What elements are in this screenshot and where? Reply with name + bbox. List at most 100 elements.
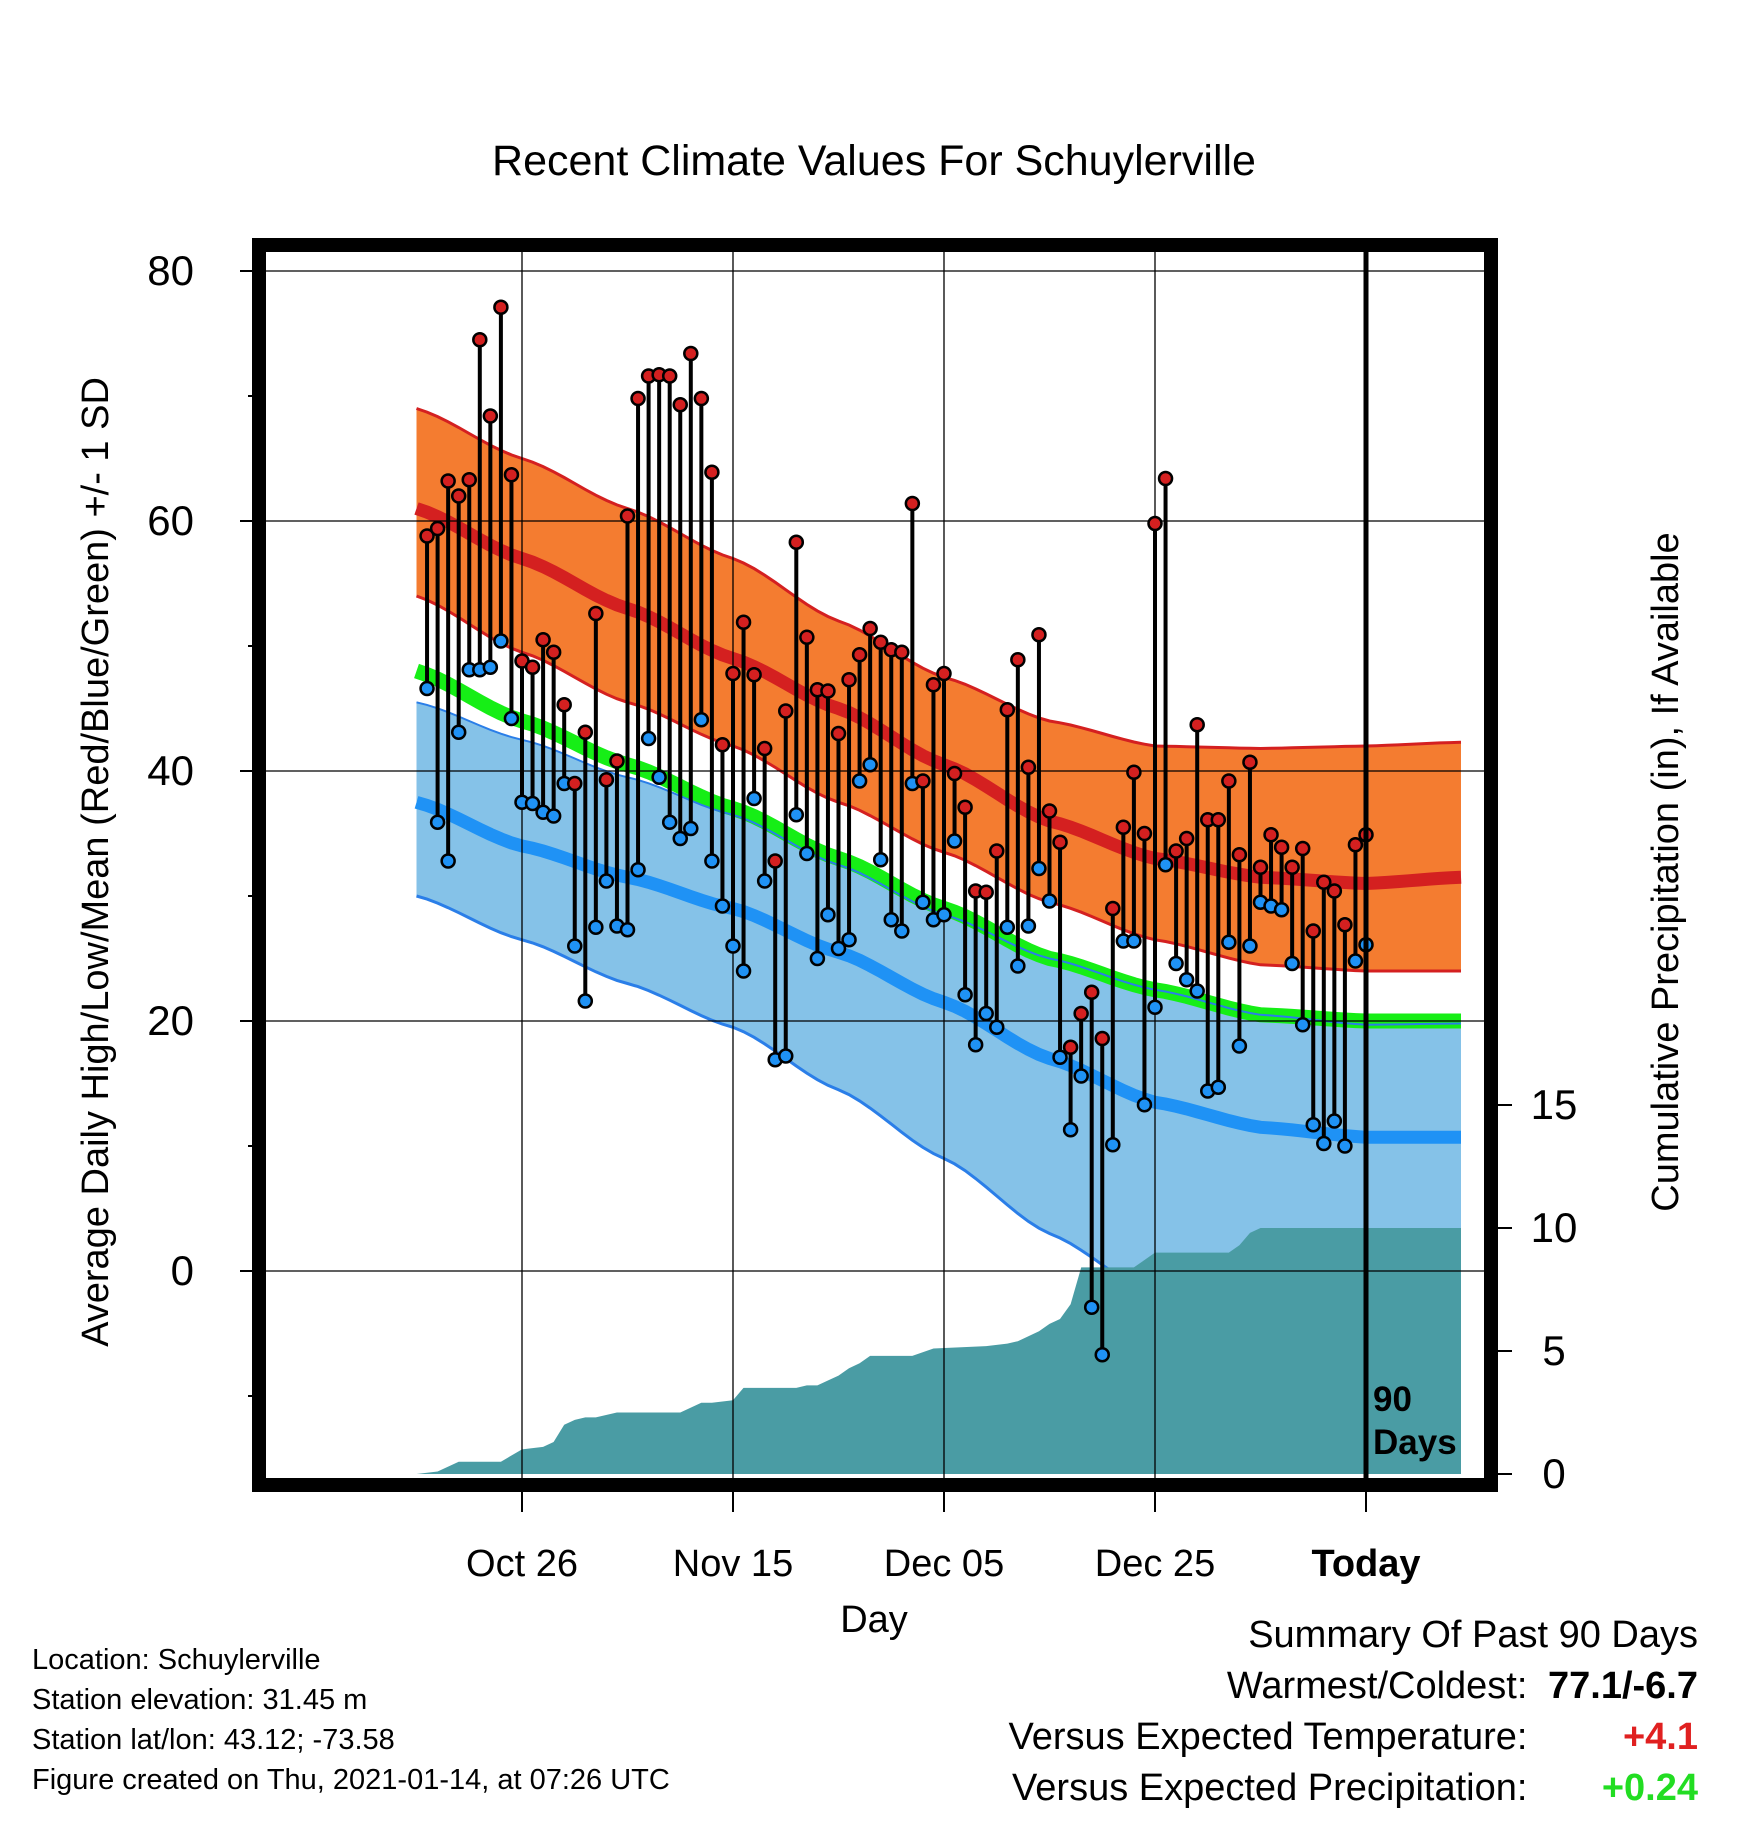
low-point xyxy=(693,712,710,728)
high-point xyxy=(1273,839,1290,855)
x-tick-label: Dec 05 xyxy=(884,1543,1004,1585)
high-point xyxy=(661,368,678,384)
low-point xyxy=(672,830,688,847)
warmest-coldest-label: Warmest/Coldest: xyxy=(1226,1665,1528,1707)
high-point xyxy=(683,345,699,362)
high-point xyxy=(1210,812,1227,828)
precip-anomaly-value: +0.24 xyxy=(1601,1767,1698,1809)
summary-precip-row: Versus Expected Precipitation: +0.24 xyxy=(1009,1763,1698,1814)
precipitation-area xyxy=(416,1228,1461,1474)
summary-panel: Summary Of Past 90 Days Warmest/Coldest:… xyxy=(1009,1610,1698,1814)
summary-warmest-row: Warmest/Coldest: 77.1/-6.7 xyxy=(1009,1661,1698,1712)
y2-tick-label: 5 xyxy=(1542,1327,1565,1374)
high-point xyxy=(1168,843,1184,859)
high-point xyxy=(915,773,931,789)
low-point xyxy=(661,814,678,830)
high-point xyxy=(851,647,868,663)
low-point xyxy=(1178,972,1195,988)
low-point xyxy=(577,993,594,1009)
high-point xyxy=(756,740,773,757)
y-tick-label: 0 xyxy=(171,1247,194,1294)
y2-tick-label: 0 xyxy=(1542,1450,1565,1497)
high-point xyxy=(830,725,847,742)
y-axis-left: 80 60 40 20 0 xyxy=(147,247,259,1397)
high-point xyxy=(450,488,467,504)
low-point xyxy=(1126,933,1142,949)
daily-range-stems xyxy=(425,307,1368,1355)
low-point xyxy=(778,1048,794,1064)
low-point xyxy=(1326,1113,1343,1129)
high-point xyxy=(1094,1030,1110,1047)
low-point xyxy=(978,1005,994,1022)
low-point xyxy=(1189,983,1205,999)
high-point xyxy=(978,884,994,900)
high-point xyxy=(672,397,688,413)
high-point xyxy=(1221,773,1237,789)
low-point xyxy=(1136,1097,1153,1113)
high-point xyxy=(1284,859,1300,875)
high-point xyxy=(419,528,435,544)
high-point xyxy=(503,467,520,483)
created-text: Figure created on Thu, 2021-01-14, at 07… xyxy=(32,1764,670,1796)
low-point xyxy=(640,730,657,747)
low-point xyxy=(946,833,963,849)
low-point xyxy=(493,633,509,649)
high-point xyxy=(577,724,594,740)
high-point xyxy=(472,332,488,348)
high-point xyxy=(598,772,615,788)
x-axis-label: Day xyxy=(840,1599,908,1641)
high-point xyxy=(461,472,477,488)
low-point xyxy=(746,790,762,807)
low-point xyxy=(450,724,467,740)
y2-tick-label: 15 xyxy=(1531,1081,1578,1128)
low-normal-line xyxy=(414,796,1461,1144)
high-point xyxy=(493,299,509,315)
low-point xyxy=(1020,918,1037,934)
high-point xyxy=(1073,1005,1089,1022)
low-sd-band xyxy=(416,702,1461,1334)
low-point xyxy=(1083,1299,1100,1315)
high-point xyxy=(1231,847,1248,863)
low-point xyxy=(429,814,446,830)
low-point xyxy=(957,987,973,1003)
precip-anomaly-label: Versus Expected Precipitation: xyxy=(1012,1767,1528,1809)
high-point xyxy=(440,473,456,489)
low-point xyxy=(1337,1138,1353,1154)
plot-area xyxy=(259,245,1491,1485)
high-point xyxy=(524,659,541,675)
low-point xyxy=(630,862,646,878)
high-point xyxy=(535,632,551,648)
high-point xyxy=(872,634,889,650)
low-point xyxy=(704,853,720,869)
location-text: Location: Schuylerville xyxy=(32,1644,321,1676)
x-tick-label: Dec 25 xyxy=(1095,1543,1215,1585)
high-point xyxy=(693,390,710,407)
high-point xyxy=(799,629,815,645)
low-point xyxy=(1284,955,1300,972)
low-point xyxy=(788,807,805,823)
high-point xyxy=(894,644,910,660)
low-point xyxy=(862,757,878,773)
high-point xyxy=(1305,923,1321,939)
high-point xyxy=(841,672,857,688)
high-point xyxy=(1126,764,1142,780)
high-point xyxy=(746,667,762,683)
y-tick-label: 20 xyxy=(147,997,194,1044)
low-point xyxy=(1010,958,1026,974)
low-point xyxy=(1242,938,1258,954)
warmest-coldest-value: 77.1/-6.7 xyxy=(1548,1665,1698,1707)
high-point xyxy=(1115,819,1132,835)
low-point xyxy=(967,1037,984,1053)
y-axis-right: 0 5 10 15 xyxy=(1491,1081,1577,1497)
y2-axis-label: Cumulative Precipitation (in), If Availa… xyxy=(1645,532,1687,1211)
high-point xyxy=(1337,917,1353,933)
low-point xyxy=(1231,1038,1248,1054)
high-point xyxy=(588,605,604,622)
low-point xyxy=(872,852,889,868)
summary-title: Summary Of Past 90 Days xyxy=(1248,1614,1698,1656)
low-point xyxy=(1031,860,1047,877)
high-point xyxy=(778,703,794,719)
high-point xyxy=(714,737,731,753)
low-point xyxy=(820,907,836,923)
low-point xyxy=(545,808,562,824)
